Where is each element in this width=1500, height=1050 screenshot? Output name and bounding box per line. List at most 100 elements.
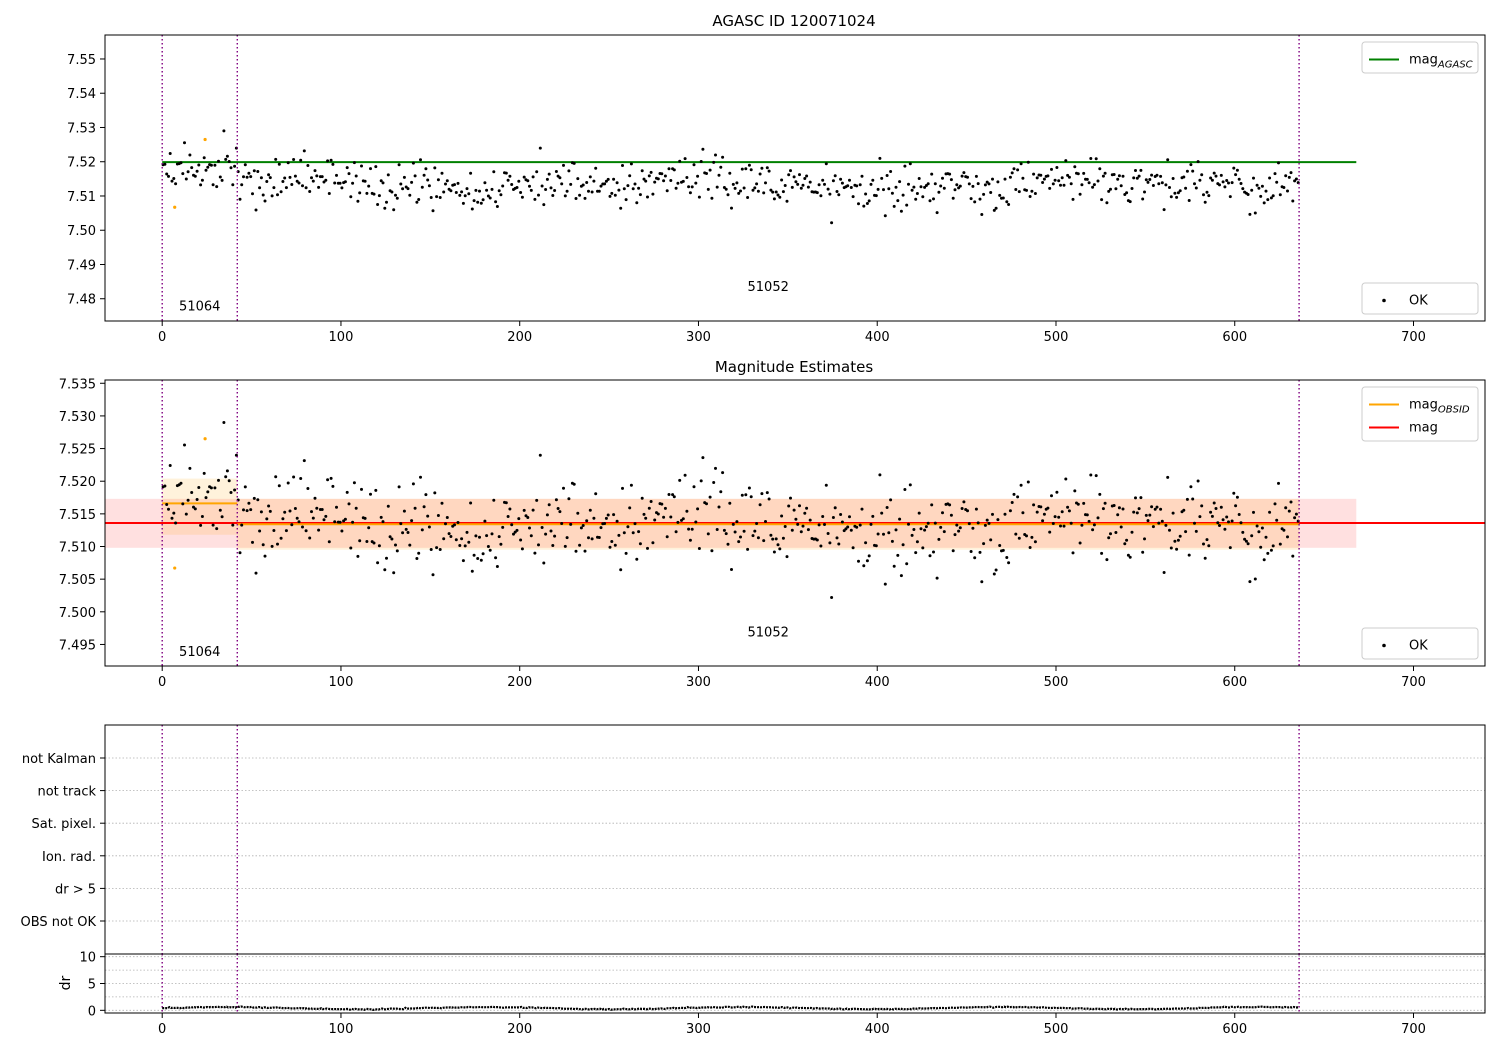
data-point <box>347 172 351 176</box>
data-point <box>326 478 330 482</box>
data-point <box>996 518 1000 522</box>
data-point <box>1107 189 1111 193</box>
data-point <box>1071 551 1075 555</box>
data-point <box>831 516 835 519</box>
y-tick-label: 0 <box>88 1004 96 1019</box>
data-point <box>1278 193 1282 197</box>
data-point <box>1250 188 1254 192</box>
data-point <box>903 488 907 491</box>
data-point <box>317 528 321 532</box>
data-point <box>966 175 969 179</box>
data-point <box>1016 168 1020 172</box>
data-point <box>562 163 565 167</box>
data-point <box>1135 176 1139 180</box>
data-point <box>735 181 739 185</box>
data-point <box>1012 167 1016 171</box>
data-point <box>976 182 980 186</box>
data-point <box>254 571 258 575</box>
y-tick-label: 7.505 <box>59 573 96 588</box>
data-point <box>771 537 775 541</box>
data-point <box>617 533 621 537</box>
data-point <box>569 522 573 526</box>
data-point <box>728 171 732 175</box>
data-point <box>1150 505 1154 509</box>
data-point <box>604 516 608 520</box>
data-point <box>1064 477 1068 481</box>
magnitude-estimates-panel: Magnitude Estimates 51064 51052 0 100 200 30… <box>59 358 1486 690</box>
data-point <box>1128 200 1132 204</box>
data-point <box>474 534 478 538</box>
data-point <box>472 199 476 203</box>
data-point <box>749 495 753 499</box>
data-point <box>803 177 807 180</box>
data-point <box>1218 183 1221 187</box>
data-point <box>653 180 657 184</box>
legend-label: mag <box>1409 421 1438 436</box>
data-point <box>369 492 372 496</box>
data-point <box>479 201 483 205</box>
data-point <box>1234 173 1238 177</box>
data-point <box>1160 519 1164 523</box>
data-point <box>252 496 256 500</box>
data-point <box>955 183 959 187</box>
data-point <box>438 548 442 551</box>
data-point <box>519 538 523 542</box>
data-point <box>926 182 930 186</box>
data-point <box>1092 523 1096 527</box>
data-point <box>951 196 955 200</box>
data-point <box>780 178 784 182</box>
data-point <box>508 507 512 511</box>
data-point <box>597 189 601 193</box>
data-point <box>919 185 923 189</box>
data-point <box>1271 544 1275 548</box>
data-point <box>612 177 616 181</box>
data-point <box>615 519 619 523</box>
data-point <box>209 163 213 167</box>
data-point <box>528 184 531 188</box>
data-point <box>224 475 228 479</box>
y-tick-label: 7.50 <box>67 224 96 239</box>
data-point <box>231 523 235 527</box>
data-point <box>431 573 435 577</box>
data-point <box>1182 175 1186 179</box>
data-point <box>1021 511 1025 515</box>
data-point <box>685 176 689 179</box>
data-point <box>222 421 226 424</box>
data-point <box>914 197 918 201</box>
data-point <box>1085 513 1089 517</box>
data-point <box>442 537 446 541</box>
data-point <box>751 534 755 538</box>
data-point <box>1134 169 1137 172</box>
data-point <box>996 180 1000 184</box>
data-point <box>1164 183 1168 187</box>
data-point <box>1132 510 1136 514</box>
data-point <box>251 192 254 196</box>
y-tick-label: 7.520 <box>59 475 96 490</box>
data-point <box>987 182 991 186</box>
dr-y-axis: 0 5 10 <box>79 951 105 1019</box>
data-point <box>411 482 415 486</box>
data-point <box>1008 175 1012 179</box>
data-point <box>603 182 607 186</box>
data-point <box>805 506 809 510</box>
data-point <box>774 190 778 194</box>
data-point <box>469 171 473 175</box>
data-point <box>199 523 203 527</box>
data-point <box>537 543 540 547</box>
data-point <box>780 514 784 518</box>
data-point <box>1248 580 1252 584</box>
data-point <box>1103 501 1107 505</box>
data-point <box>676 181 680 185</box>
data-point <box>225 469 229 473</box>
data-point <box>857 202 860 206</box>
data-point <box>554 498 558 502</box>
data-point <box>1143 537 1146 541</box>
data-point <box>651 541 655 545</box>
data-point <box>912 528 916 531</box>
data-point <box>935 211 939 215</box>
data-point <box>472 553 476 557</box>
data-point <box>858 183 862 187</box>
data-point <box>234 453 238 457</box>
data-point <box>1294 177 1298 181</box>
